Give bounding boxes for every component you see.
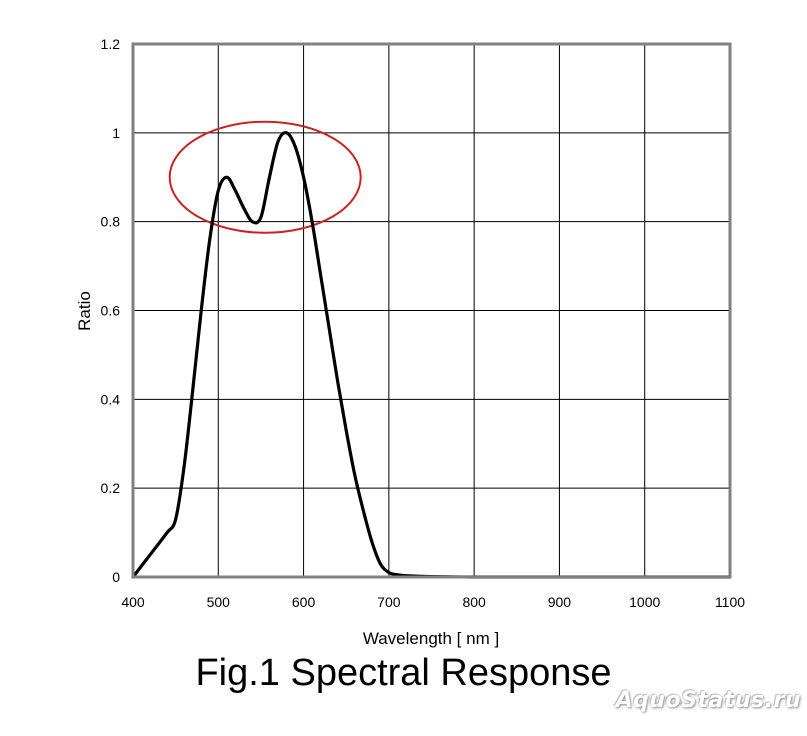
x-tick-label: 500 (207, 594, 231, 610)
x-tick-label: 800 (462, 594, 486, 610)
y-tick-label: 0.4 (101, 391, 121, 407)
x-tick-label: 700 (377, 594, 401, 610)
annotations (168, 120, 362, 234)
watermark: AquoStatus.ru (615, 688, 801, 713)
plot-border (131, 42, 732, 579)
y-axis-label: Ratio (75, 291, 94, 331)
tick-labels: 400 500 600 700 800 900 1000 1100 0 0.2 0.4 0.6 0.8 1… (101, 36, 746, 610)
y-tick-label: 0.2 (101, 480, 121, 496)
x-axis-label: Wavelength [ nm ] (363, 629, 499, 648)
spectral-response-chart: 400 500 600 700 800 900 1000 1100 0 0.2 0.4 0.6 0.8 1… (75, 36, 746, 648)
x-tick-label: 1100 (715, 594, 745, 610)
x-tick-label: 1000 (629, 594, 660, 610)
y-tick-label: 1.2 (101, 36, 121, 52)
x-tick-label: 600 (292, 594, 316, 610)
x-tick-label: 400 (121, 594, 145, 610)
series-line (131, 131, 732, 579)
figure-caption: Fig.1 Spectral Response (195, 652, 612, 694)
y-tick-label: 0.8 (101, 214, 121, 230)
y-tick-label: 0 (112, 569, 120, 585)
highlight-ellipse (168, 120, 362, 234)
x-tick-label: 900 (548, 594, 572, 610)
y-tick-label: 1 (112, 125, 120, 141)
y-tick-label: 0.6 (101, 303, 121, 319)
